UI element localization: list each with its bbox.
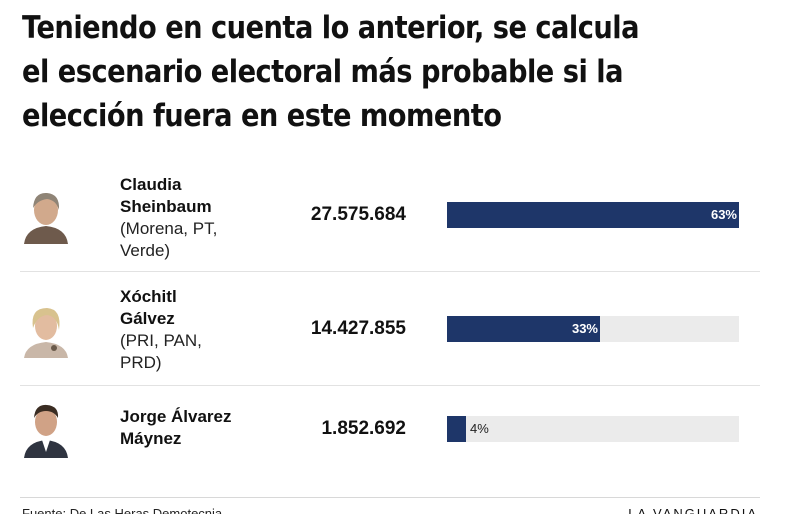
candidate-row: Xóchitl Gálvez (PRI, PAN, PRD) 14.427.85… bbox=[20, 272, 760, 386]
name-line: Sheinbaum bbox=[120, 197, 212, 216]
candidate-row: Jorge Álvarez Máynez 1.852.692 4% bbox=[20, 386, 760, 472]
candidate-name: Claudia Sheinbaum bbox=[120, 174, 250, 218]
bar-track: 4% bbox=[447, 416, 739, 442]
vote-count: 1.852.692 bbox=[321, 418, 406, 439]
brand-logo: LA VANGUARDIA bbox=[628, 506, 758, 514]
bar-track: 33% bbox=[447, 316, 739, 342]
candidate-label: Xóchitl Gálvez (PRI, PAN, PRD) bbox=[120, 286, 250, 374]
bar bbox=[447, 202, 739, 228]
vote-count: 14.427.855 bbox=[310, 318, 406, 339]
name-line: Jorge Álvarez bbox=[120, 407, 232, 426]
candidate-label: Jorge Álvarez Máynez bbox=[120, 406, 250, 450]
candidate-party: (Morena, PT, Verde) bbox=[120, 218, 250, 262]
candidate-portrait-icon bbox=[20, 400, 72, 458]
chart-title: Teniendo en cuenta lo anterior, se calcu… bbox=[22, 10, 640, 134]
candidate-portrait-icon bbox=[20, 186, 72, 244]
name-line: Claudia bbox=[120, 175, 182, 194]
vote-count: 27.575.684 bbox=[310, 204, 406, 225]
candidate-row: Claudia Sheinbaum (Morena, PT, Verde) 27… bbox=[20, 158, 760, 272]
party-line: (PRI, PAN, bbox=[120, 331, 202, 350]
name-line: Xóchitl bbox=[120, 287, 177, 306]
party-line: (Morena, PT, bbox=[120, 219, 218, 238]
results-table: Claudia Sheinbaum (Morena, PT, Verde) 27… bbox=[20, 158, 760, 472]
bar-track: 63% bbox=[447, 202, 739, 228]
footer-divider bbox=[20, 497, 760, 498]
party-line: PRD) bbox=[120, 353, 162, 372]
bar bbox=[447, 416, 466, 442]
name-line: Máynez bbox=[120, 429, 182, 448]
candidate-name: Jorge Álvarez Máynez bbox=[120, 406, 250, 450]
bar bbox=[447, 316, 600, 342]
source-note: Fuente: De Las Heras Demotecnia bbox=[22, 506, 223, 514]
bar-label: 63% bbox=[710, 207, 737, 222]
candidate-portrait-icon bbox=[20, 300, 72, 358]
party-line: Verde) bbox=[120, 241, 171, 260]
candidate-name: Xóchitl Gálvez bbox=[120, 286, 250, 330]
candidate-label: Claudia Sheinbaum (Morena, PT, Verde) bbox=[120, 174, 250, 262]
bar-label: 4% bbox=[470, 421, 489, 436]
name-line: Gálvez bbox=[120, 309, 175, 328]
bar-label: 33% bbox=[571, 321, 598, 336]
candidate-party: (PRI, PAN, PRD) bbox=[120, 330, 250, 374]
